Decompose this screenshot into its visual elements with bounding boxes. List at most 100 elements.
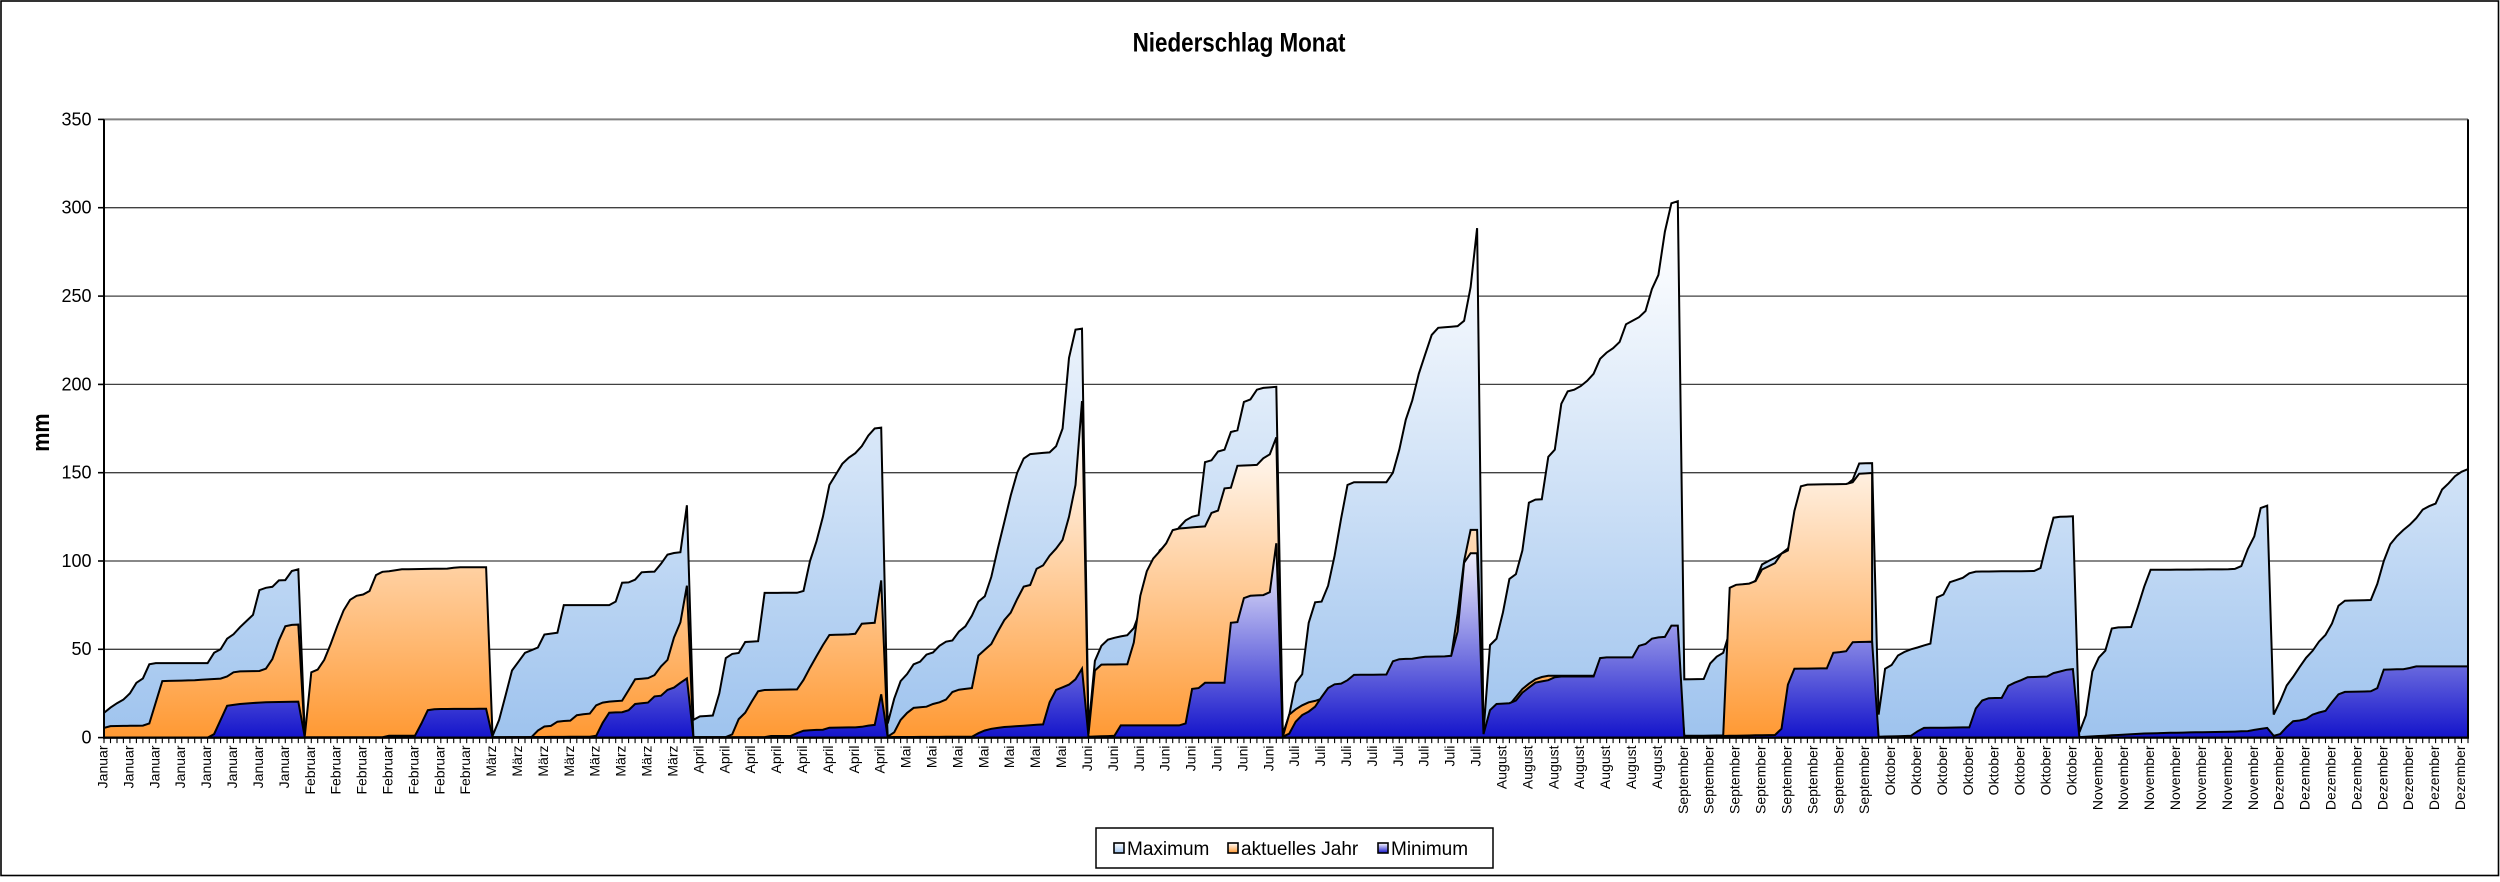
svg-text:September: September — [1856, 745, 1872, 814]
svg-text:März: März — [561, 746, 577, 777]
svg-text:50: 50 — [71, 639, 91, 659]
svg-text:Mai: Mai — [898, 746, 914, 769]
svg-text:April: April — [820, 746, 836, 774]
svg-text:Februar: Februar — [405, 745, 421, 794]
svg-text:Dezember: Dezember — [2452, 745, 2468, 810]
svg-text:März: März — [535, 746, 551, 777]
svg-text:Oktober: Oktober — [1934, 745, 1950, 795]
svg-text:Februar: Februar — [354, 745, 370, 794]
svg-text:Juni: Juni — [1234, 746, 1250, 772]
svg-text:Juni: Juni — [1079, 746, 1095, 772]
svg-text:Januar: Januar — [198, 745, 214, 788]
svg-text:Juli: Juli — [1312, 746, 1328, 767]
svg-text:0: 0 — [81, 728, 91, 748]
svg-text:Dezember: Dezember — [2323, 745, 2339, 810]
svg-text:Oktober: Oktober — [1882, 745, 1898, 795]
svg-text:Niederschlag Monat: Niederschlag Monat — [1133, 29, 1346, 58]
svg-text:Juni: Juni — [1260, 746, 1276, 772]
svg-text:September: September — [1727, 745, 1743, 814]
svg-text:Mai: Mai — [975, 746, 991, 769]
svg-text:März: März — [587, 746, 603, 777]
svg-text:Januar: Januar — [250, 745, 266, 788]
svg-text:Juli: Juli — [1338, 746, 1354, 767]
svg-text:April: April — [846, 746, 862, 774]
svg-text:Oktober: Oktober — [2038, 745, 2054, 795]
svg-text:Juli: Juli — [1286, 746, 1302, 767]
svg-text:Juli: Juli — [1468, 746, 1484, 767]
svg-text:März: März — [509, 746, 525, 777]
svg-text:Februar: Februar — [457, 745, 473, 794]
svg-text:März: März — [639, 746, 655, 777]
svg-text:Mai: Mai — [1053, 746, 1069, 769]
svg-text:Februar: Februar — [380, 745, 396, 794]
svg-text:Juli: Juli — [1416, 746, 1432, 767]
svg-text:September: September — [1804, 745, 1820, 814]
svg-text:Dezember: Dezember — [2400, 745, 2416, 810]
svg-text:September: September — [1675, 745, 1691, 814]
svg-text:300: 300 — [61, 198, 91, 218]
svg-text:Dezember: Dezember — [2426, 745, 2442, 810]
svg-text:November: November — [2115, 745, 2131, 810]
svg-text:August: August — [1597, 745, 1613, 789]
svg-text:September: September — [1701, 745, 1717, 814]
svg-text:Mai: Mai — [924, 746, 940, 769]
svg-text:November: November — [2141, 745, 2157, 810]
svg-text:Februar: Februar — [431, 745, 447, 794]
svg-text:März: März — [613, 746, 629, 777]
svg-text:aktuelles Jahr: aktuelles Jahr — [1241, 839, 1359, 860]
svg-text:Dezember: Dezember — [2297, 745, 2313, 810]
svg-text:September: September — [1778, 745, 1794, 814]
svg-text:März: März — [665, 746, 681, 777]
svg-text:August: August — [1545, 745, 1561, 789]
svg-text:Dezember: Dezember — [2348, 745, 2364, 810]
svg-text:August: August — [1519, 745, 1535, 789]
svg-text:Januar: Januar — [95, 745, 111, 788]
svg-text:September: September — [1753, 745, 1769, 814]
svg-text:mm: mm — [27, 413, 55, 451]
svg-text:August: August — [1571, 745, 1587, 789]
svg-text:350: 350 — [61, 109, 91, 129]
svg-text:Oktober: Oktober — [2063, 745, 2079, 795]
svg-text:Juni: Juni — [1209, 746, 1225, 772]
svg-text:November: November — [2219, 745, 2235, 810]
svg-text:November: November — [2167, 745, 2183, 810]
svg-text:Juni: Juni — [1105, 746, 1121, 772]
svg-text:Januar: Januar — [146, 745, 162, 788]
svg-text:Minimum: Minimum — [1391, 839, 1468, 860]
svg-text:Juni: Juni — [1131, 746, 1147, 772]
svg-text:November: November — [2089, 745, 2105, 810]
svg-text:Oktober: Oktober — [1908, 745, 1924, 795]
svg-text:April: April — [794, 746, 810, 774]
svg-text:Juni: Juni — [1157, 746, 1173, 772]
svg-text:August: August — [1649, 745, 1665, 789]
svg-text:200: 200 — [61, 374, 91, 394]
svg-text:Januar: Januar — [276, 745, 292, 788]
svg-text:April: April — [690, 746, 706, 774]
svg-text:Oktober: Oktober — [1960, 745, 1976, 795]
svg-text:Maximum: Maximum — [1127, 839, 1209, 860]
svg-text:Januar: Januar — [224, 745, 240, 788]
svg-text:Juli: Juli — [1442, 746, 1458, 767]
svg-text:März: März — [483, 746, 499, 777]
svg-text:April: April — [716, 746, 732, 774]
svg-text:November: November — [2245, 745, 2261, 810]
svg-text:100: 100 — [61, 551, 91, 571]
svg-text:Dezember: Dezember — [2271, 745, 2287, 810]
svg-text:Februar: Februar — [302, 745, 318, 794]
svg-text:Februar: Februar — [328, 745, 344, 794]
svg-text:April: April — [768, 746, 784, 774]
svg-text:Juni: Juni — [1183, 746, 1199, 772]
svg-text:April: April — [872, 746, 888, 774]
svg-text:Januar: Januar — [172, 745, 188, 788]
svg-text:Mai: Mai — [1001, 746, 1017, 769]
svg-text:Mai: Mai — [949, 746, 965, 769]
svg-text:Juli: Juli — [1364, 746, 1380, 767]
svg-text:April: April — [742, 746, 758, 774]
svg-text:Mai: Mai — [1027, 746, 1043, 769]
svg-text:August: August — [1494, 745, 1510, 789]
svg-text:Dezember: Dezember — [2374, 745, 2390, 810]
svg-text:250: 250 — [61, 286, 91, 306]
svg-text:August: August — [1623, 745, 1639, 789]
svg-text:Januar: Januar — [120, 745, 136, 788]
svg-text:September: September — [1830, 745, 1846, 814]
